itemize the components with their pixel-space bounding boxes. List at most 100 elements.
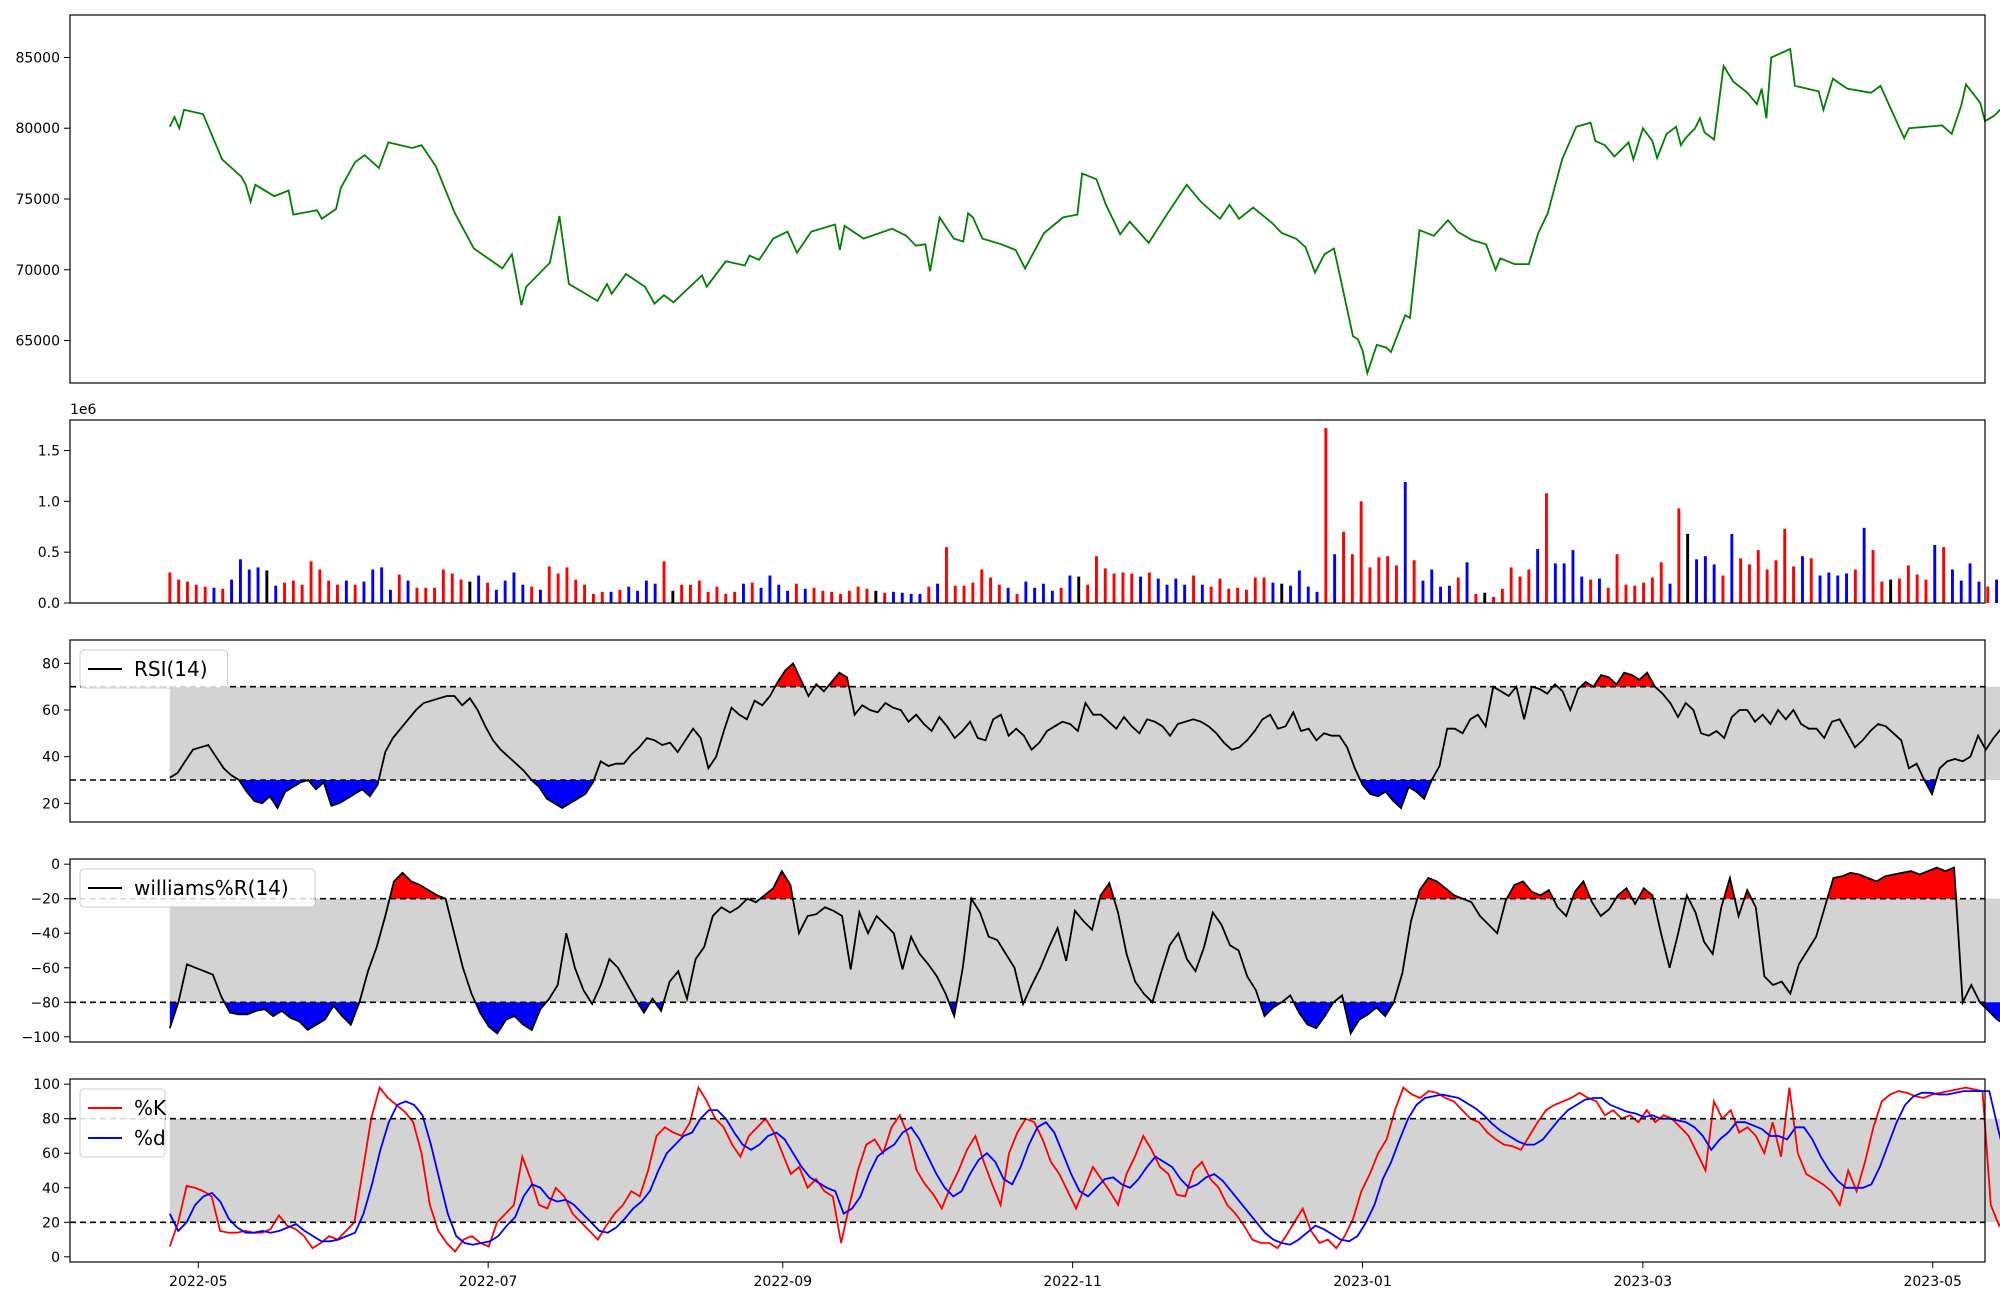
price-y-tick-label: 65000 [15,334,60,350]
volume-y-tick-label: 1.0 [38,494,60,510]
x-tick-label: 2023-01 [1333,1274,1392,1290]
volume-bar [1492,596,1495,603]
volume-bar [803,588,807,603]
volume-bar [1500,588,1504,603]
rsi-y-tick-label: 20 [42,796,60,812]
volume-bar [212,587,216,604]
williams-y-tick-label: −100 [22,1030,60,1046]
volume-bar [1095,556,1098,603]
volume-bar [1615,554,1619,603]
volume-bar [759,587,763,604]
volume-bar [1915,574,1919,603]
volume-bar [962,585,966,603]
volume-bar [389,589,392,603]
volume-bar [459,579,463,603]
volume-bar [1589,579,1593,603]
volume-bar [856,586,860,603]
volume-bar [680,584,684,603]
volume-bar [327,580,331,603]
volume-bar [1342,531,1345,603]
stochastic-panel: 0 20 40 60 80 100 %K %d [33,1077,2000,1266]
volume-bar [1686,533,1690,603]
volume-bar [424,587,428,604]
volume-bar [1068,575,1072,603]
volume-bar [768,575,772,603]
volume-bar [1739,558,1743,603]
price-y-tick-label: 80000 [15,121,60,137]
volume-bar [230,579,233,603]
volume-bar [1580,576,1584,603]
volume-bar [1165,584,1169,603]
williams-axes-frame [69,858,1986,1043]
volume-bar [892,591,895,603]
volume-bar [1245,589,1248,603]
volume-bar [194,584,198,603]
volume-bar [433,587,436,604]
volume-bar [1183,584,1187,603]
volume-bar [1218,578,1222,603]
volume-bar [1209,586,1213,603]
volume-bar [583,584,586,603]
volume-bar [1553,563,1557,603]
williams-legend-label: williams%R(14) [134,876,289,900]
volume-bar [1845,573,1848,603]
volume-bar [1527,569,1531,603]
volume-bar [1986,586,1990,603]
volume-bar [1862,527,1866,603]
volume-bar [1324,428,1328,603]
volume-bar [256,567,260,603]
volume-bar [1350,554,1354,603]
volume-bar [1721,575,1725,603]
volume-bar [1421,580,1425,603]
volume-bar [1368,567,1372,603]
volume-bar [1042,583,1045,603]
stochastic-axes-frame [69,1078,1986,1263]
volume-bar [1783,528,1787,603]
volume-bar [415,587,419,604]
volume-bar [477,575,481,603]
volume-y-tick-label: 0.0 [38,596,60,612]
volume-bar [1271,582,1275,603]
volume-bar [1253,577,1257,603]
volume-bar [1130,573,1134,603]
volume-bar [1968,563,1972,603]
volume-bar [1289,585,1292,603]
stochastic-neutral-band [169,1118,2000,1223]
volume-bar [883,592,887,603]
williams-overbought-fill [1615,888,1633,899]
williams-oversold-fill [224,1002,360,1030]
volume-bar [1200,584,1204,603]
volume-bar [177,579,181,603]
volume-bar [336,584,339,603]
volume-bar [1033,587,1037,604]
volume-bar [1386,556,1390,603]
rsi-panel: 20 40 60 80 RSI(14) [42,639,2000,823]
volume-bar [733,591,737,603]
price-y-tick-label: 75000 [15,192,60,208]
volume-bar [706,591,710,603]
stochastic-y-tick-label: 20 [42,1215,60,1231]
volume-bar [1147,572,1151,603]
volume-bar [547,566,551,603]
volume-bar [1801,556,1804,603]
volume-bar [1456,577,1460,603]
x-tick-label: 2023-03 [1614,1274,1673,1290]
volume-bar [1624,584,1628,603]
volume-bar [927,586,931,603]
volume-bar [830,591,834,603]
williams-neutral-band [169,898,2000,1003]
volume-bar [1933,545,1937,603]
volume-bar [1483,592,1487,603]
rsi-overbought-fill [775,663,805,687]
stochastic-y-tick-label: 40 [42,1181,60,1197]
volume-bar [1642,582,1645,603]
volume-bar [1853,569,1857,603]
volume-bar [644,580,648,603]
williams-overbought-fill [1572,881,1591,899]
volume-bar [1103,568,1107,603]
volume-bar [1942,547,1946,603]
stochastic-d-line [168,1090,2000,1246]
volume-bar [1606,587,1610,604]
volume-bar [565,567,569,603]
volume-bar [874,590,878,603]
